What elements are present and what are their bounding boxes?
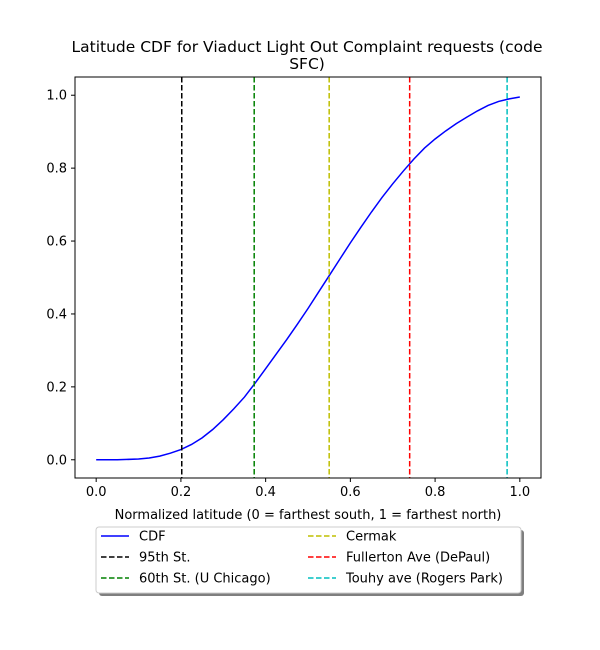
series-line-cdf: [96, 96, 520, 461]
x-tick-label: 1.0: [509, 485, 530, 500]
legend-label: Cermak: [346, 530, 397, 545]
x-tick-label: 0.0: [86, 485, 107, 500]
legend-item-fullerton-ave-depaul: Fullerton Ave (DePaul): [308, 551, 490, 566]
y-tick-label: 0.2: [46, 380, 67, 395]
y-tick-label: 0.4: [46, 307, 67, 322]
legend-item-cermak: Cermak: [308, 530, 397, 545]
y-tick-label: 1.0: [46, 89, 67, 104]
chart-title-line1: Latitude CDF for Viaduct Light Out Compl…: [72, 38, 543, 56]
x-tick-label: 0.4: [255, 485, 276, 500]
legend-label: 95th St.: [139, 551, 191, 566]
plot-content: [96, 77, 520, 478]
legend-item-cdf: CDF: [101, 530, 166, 545]
legend-item-touhy-ave-rogers-park: Touhy ave (Rogers Park): [308, 572, 503, 587]
chart-title-line2: SFC): [289, 55, 325, 73]
y-tick-label: 0.0: [46, 453, 67, 468]
legend-label: Fullerton Ave (DePaul): [346, 551, 490, 566]
legend-label: Touhy ave (Rogers Park): [345, 572, 503, 587]
x-axis-label: Normalized latitude (0 = farthest south,…: [115, 508, 502, 523]
legend-items: CDF 95th St. 60th St. (U Chicago) Cermak Ful…: [101, 530, 503, 587]
legend-label: CDF: [139, 530, 166, 545]
plot-frame: [74, 76, 542, 479]
y-tick-label: 0.8: [46, 162, 67, 177]
legend-label: 60th St. (U Chicago): [139, 572, 271, 587]
y-axis: 0.0 0.2 0.4 0.6 0.8 1.0: [46, 89, 75, 468]
legend-box: [95, 526, 522, 594]
legend: CDF 95th St. 60th St. (U Chicago) Cermak Ful…: [95, 526, 524, 596]
x-axis: 0.0 0.2 0.4 0.6 0.8 1.0: [86, 478, 530, 500]
x-tick-label: 0.8: [425, 485, 446, 500]
legend-item-95th-st: 95th St.: [101, 551, 191, 566]
legend-item-60th-st-u-chicago: 60th St. (U Chicago): [101, 572, 271, 587]
y-tick-label: 0.6: [46, 235, 67, 250]
x-tick-label: 0.2: [171, 485, 192, 500]
x-tick-label: 0.6: [340, 485, 361, 500]
